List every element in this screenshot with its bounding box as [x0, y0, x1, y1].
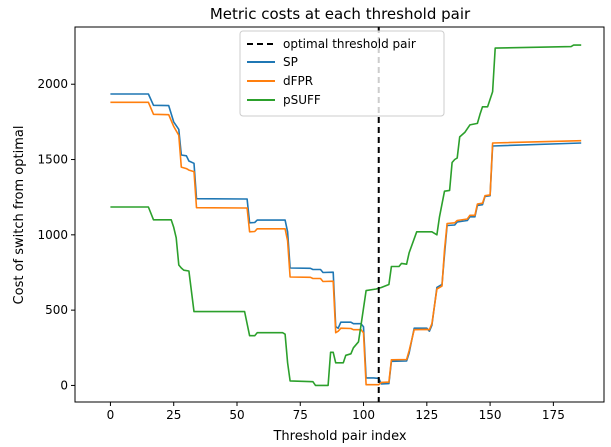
legend: optimal threshold pair SP dFPR pSUFF — [239, 30, 445, 117]
chart-title: Metric costs at each threshold pair — [210, 5, 471, 23]
x-axis-title: Threshold pair index — [272, 429, 406, 444]
x-tick-label: 0 — [107, 408, 115, 422]
legend-box — [239, 30, 445, 117]
y-tick-label: 0 — [60, 378, 68, 392]
legend-label-psuff: pSUFF — [283, 93, 321, 107]
plot-frame — [74, 26, 605, 403]
x-tick-label: 175 — [542, 408, 565, 422]
y-tick-label: 1000 — [37, 228, 68, 242]
legend-label-optimal: optimal threshold pair — [283, 37, 416, 51]
x-tick-label: 150 — [479, 408, 502, 422]
x-tick-label: 75 — [293, 408, 308, 422]
x-tick-label: 100 — [352, 408, 375, 422]
legend-label-sp: SP — [283, 55, 298, 69]
legend-label-dfpr: dFPR — [283, 74, 313, 88]
x-tick-label: 25 — [166, 408, 181, 422]
y-tick-label: 2000 — [37, 77, 68, 91]
x-tick-label: 50 — [229, 408, 244, 422]
x-axis: 0 25 50 75 100 125 150 175 — [107, 402, 565, 422]
series-line-psuff — [110, 44, 582, 387]
y-tick-label: 1500 — [37, 153, 68, 167]
y-tick-label: 500 — [45, 303, 68, 317]
series-line-sp — [110, 93, 582, 385]
x-tick-label: 125 — [415, 408, 438, 422]
y-axis: 0 500 1000 1500 2000 — [37, 77, 75, 392]
y-axis-title: Cost of switch from optimal — [12, 126, 27, 305]
